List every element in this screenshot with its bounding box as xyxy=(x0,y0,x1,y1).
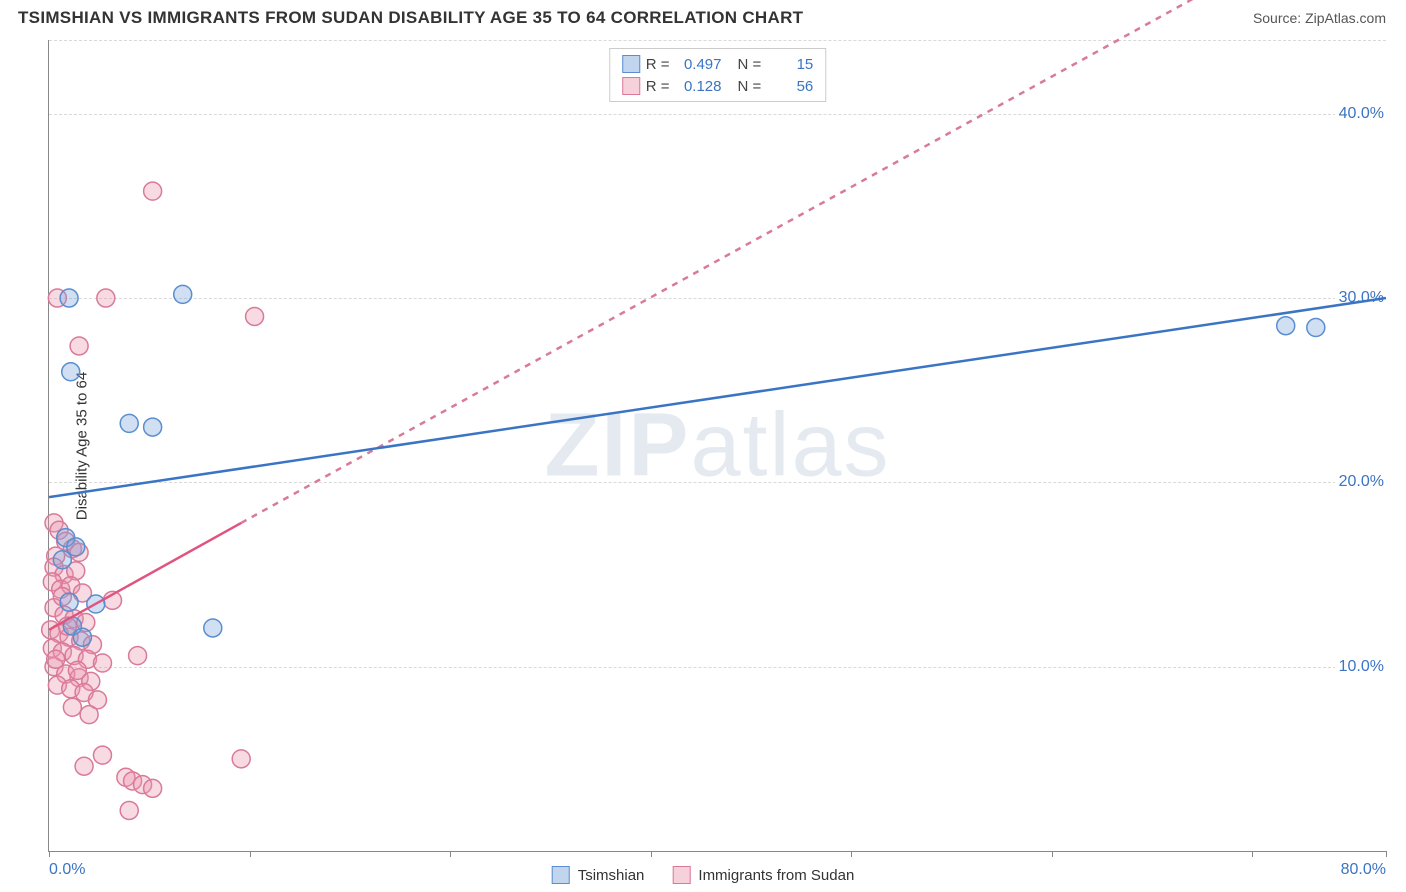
data-point xyxy=(120,414,138,432)
chart-plot-area: ZIPatlas 10.0%20.0%30.0%40.0% R = 0.497 … xyxy=(48,40,1386,852)
legend-item-blue: Tsimshian xyxy=(552,866,645,884)
data-point xyxy=(1277,317,1295,335)
swatch-blue xyxy=(552,866,570,884)
data-point xyxy=(60,289,78,307)
x-tick xyxy=(651,851,652,857)
scatter-plot-svg xyxy=(49,40,1386,851)
data-point xyxy=(62,363,80,381)
data-point xyxy=(93,746,111,764)
legend-row-pink: R = 0.128 N = 56 xyxy=(622,75,814,97)
series-legend: Tsimshian Immigrants from Sudan xyxy=(552,866,855,884)
r-value-blue: 0.497 xyxy=(676,56,722,73)
trend-line xyxy=(49,298,1386,497)
data-point xyxy=(144,418,162,436)
n-label: N = xyxy=(738,78,762,95)
x-tick xyxy=(1252,851,1253,857)
x-tick-label: 0.0% xyxy=(49,861,85,879)
data-point xyxy=(232,750,250,768)
data-point xyxy=(47,650,65,668)
swatch-pink xyxy=(622,77,640,95)
data-point xyxy=(144,779,162,797)
n-label: N = xyxy=(738,56,762,73)
swatch-blue xyxy=(622,55,640,73)
x-tick xyxy=(49,851,50,857)
n-value-blue: 15 xyxy=(767,56,813,73)
legend-label-pink: Immigrants from Sudan xyxy=(698,867,854,884)
data-point xyxy=(1307,319,1325,337)
chart-title: TSIMSHIAN VS IMMIGRANTS FROM SUDAN DISAB… xyxy=(18,8,803,28)
r-label: R = xyxy=(646,78,670,95)
data-point xyxy=(246,307,264,325)
data-point xyxy=(60,593,78,611)
data-point xyxy=(53,551,71,569)
legend-row-blue: R = 0.497 N = 15 xyxy=(622,53,814,75)
data-point xyxy=(204,619,222,637)
legend-label-blue: Tsimshian xyxy=(578,867,645,884)
x-tick xyxy=(1052,851,1053,857)
x-tick-label: 80.0% xyxy=(1341,861,1386,879)
data-point xyxy=(93,654,111,672)
r-label: R = xyxy=(646,56,670,73)
data-point xyxy=(63,698,81,716)
data-point xyxy=(97,289,115,307)
data-point xyxy=(174,285,192,303)
data-point xyxy=(68,661,86,679)
x-tick xyxy=(250,851,251,857)
data-point xyxy=(75,757,93,775)
data-point xyxy=(120,801,138,819)
data-point xyxy=(73,628,91,646)
legend-item-pink: Immigrants from Sudan xyxy=(672,866,854,884)
data-point xyxy=(144,182,162,200)
data-point xyxy=(80,706,98,724)
source-attribution: Source: ZipAtlas.com xyxy=(1253,10,1386,26)
data-point xyxy=(129,647,147,665)
x-tick xyxy=(450,851,451,857)
r-value-pink: 0.128 xyxy=(676,78,722,95)
data-point xyxy=(70,337,88,355)
x-tick xyxy=(1386,851,1387,857)
stats-legend: R = 0.497 N = 15 R = 0.128 N = 56 xyxy=(609,48,827,102)
x-tick xyxy=(851,851,852,857)
swatch-pink xyxy=(672,866,690,884)
n-value-pink: 56 xyxy=(767,78,813,95)
